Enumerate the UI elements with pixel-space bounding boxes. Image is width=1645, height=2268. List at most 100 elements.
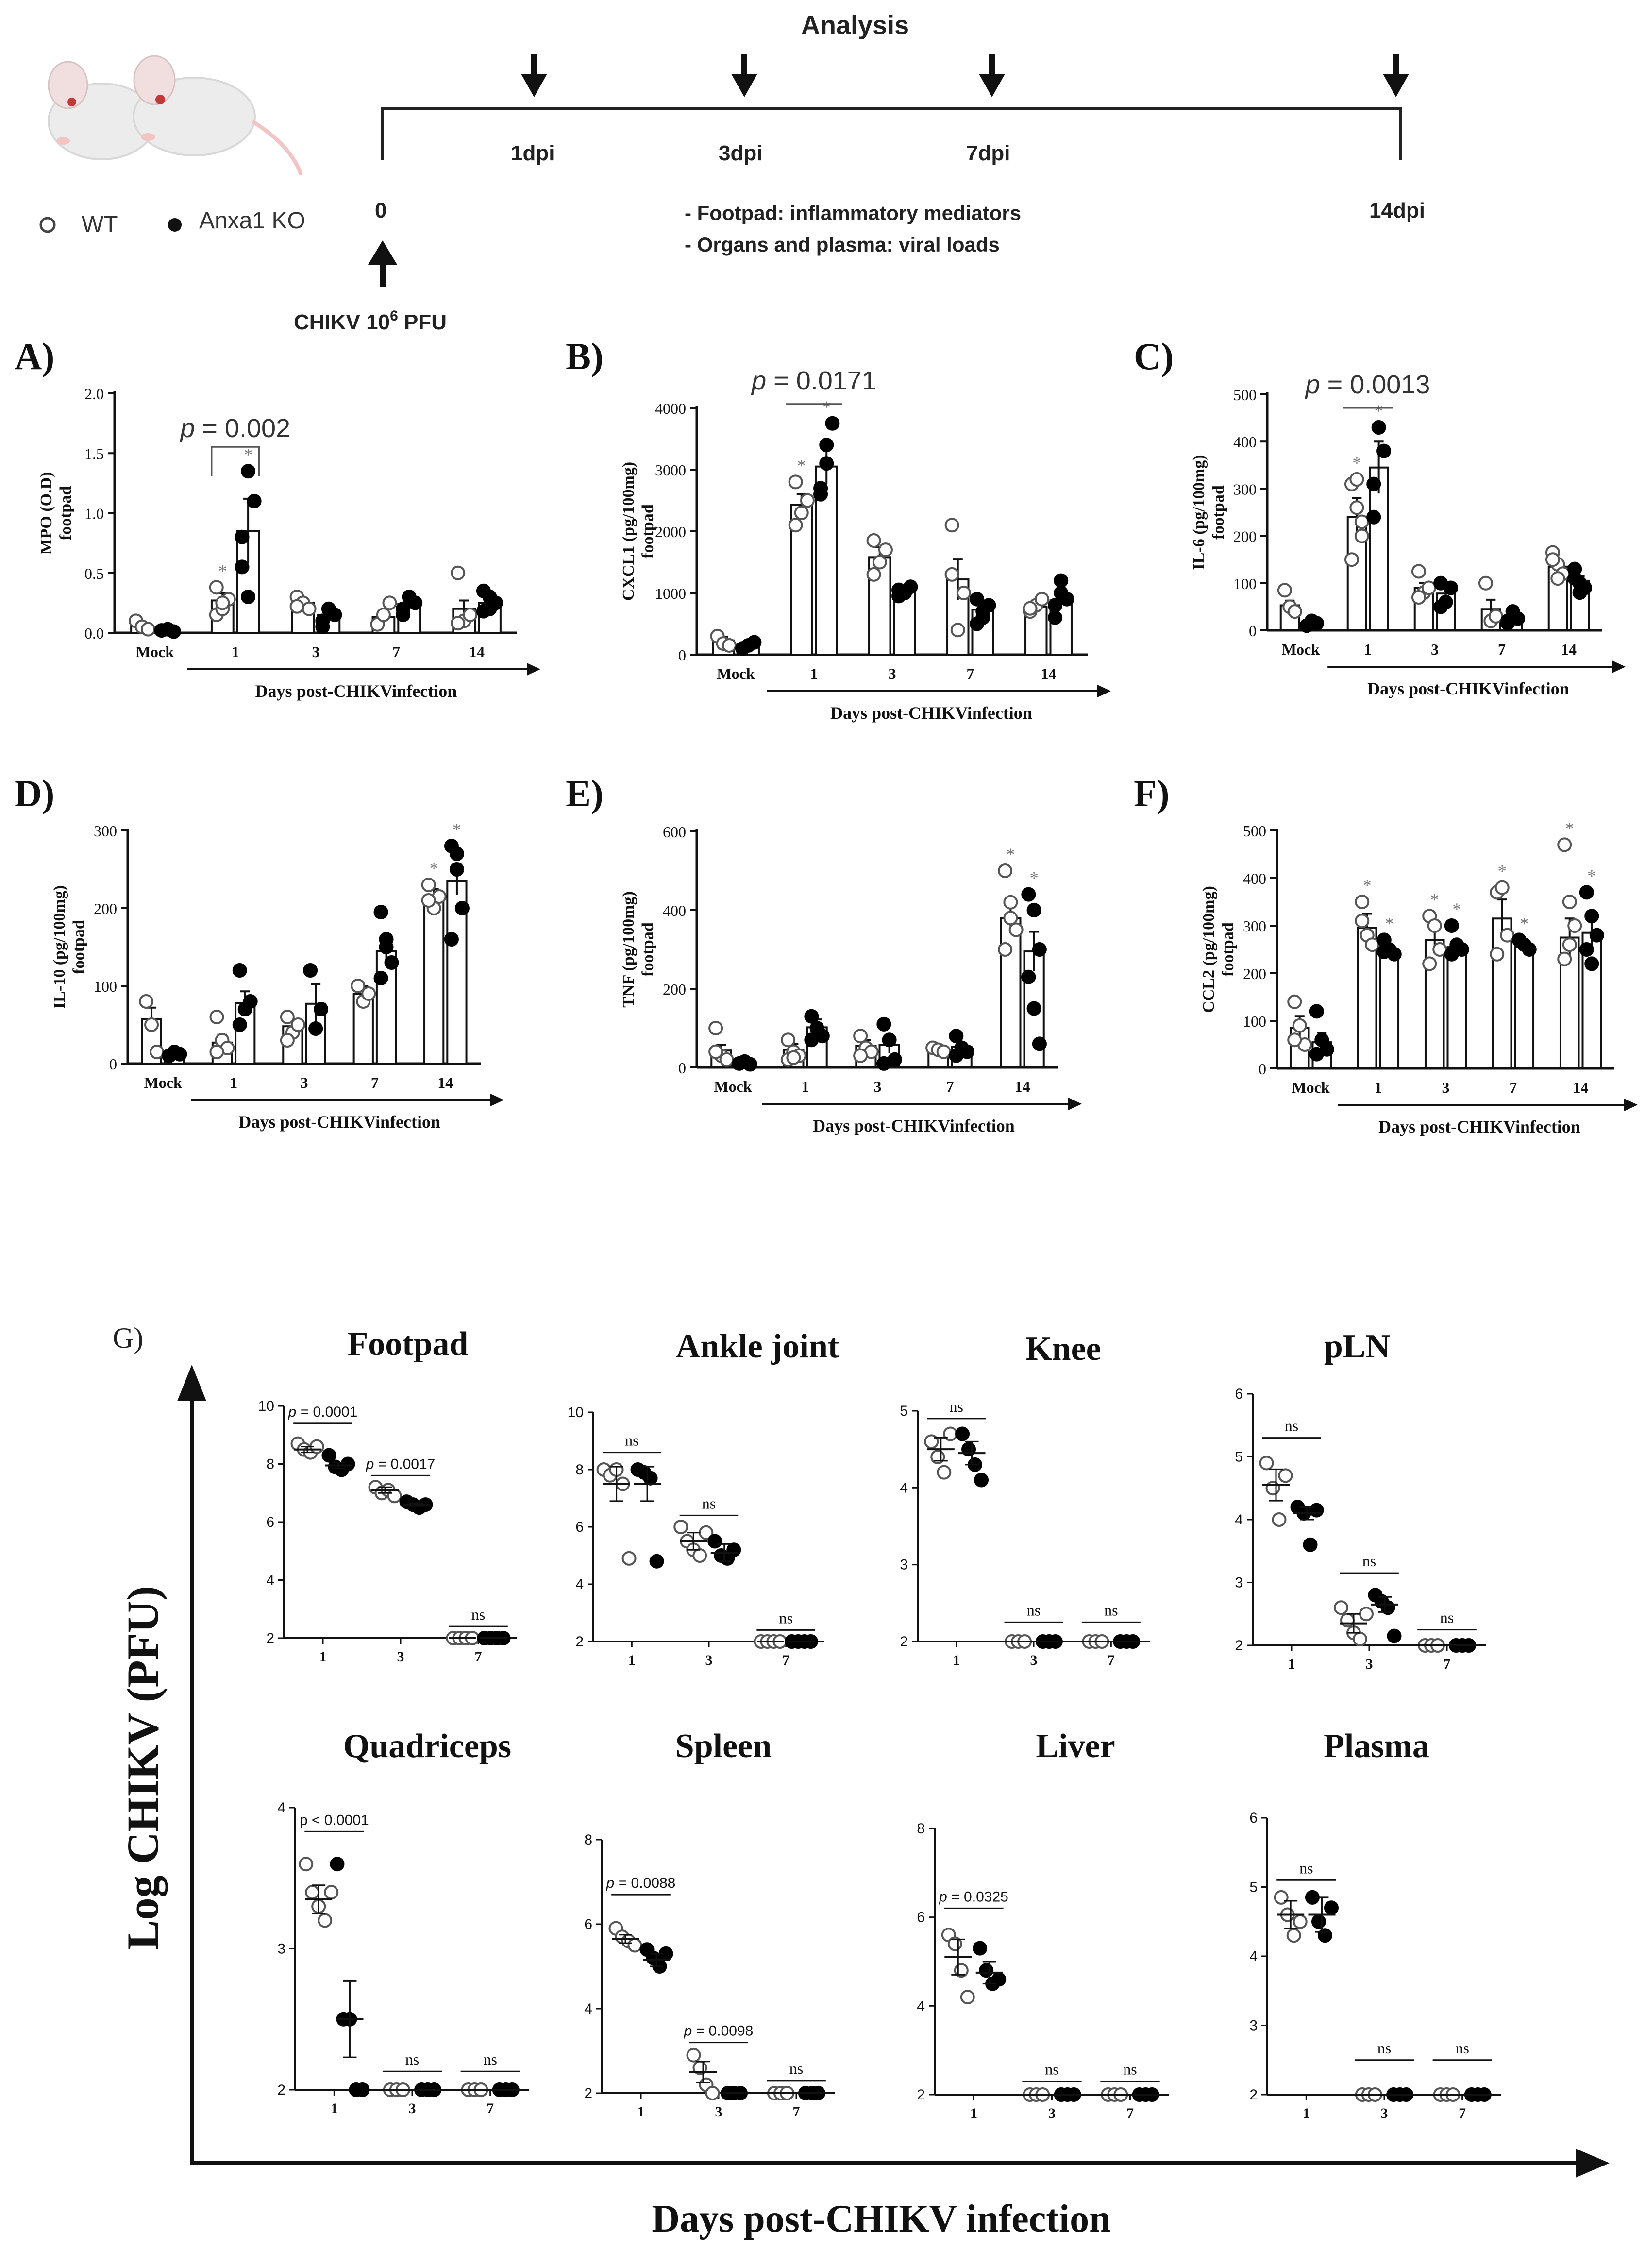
- y-tick-label: 2: [1249, 2087, 1258, 2103]
- point-ko: [1387, 1628, 1402, 1643]
- point-wt: [1550, 571, 1565, 586]
- point-wt: [786, 1050, 801, 1065]
- x-tick-label: 7: [1126, 2105, 1134, 2121]
- point-wt: [866, 567, 881, 582]
- x-tick-label: 3: [1366, 1656, 1373, 1672]
- y-tick-label: 10: [568, 1405, 584, 1421]
- point-wt: [853, 1048, 868, 1063]
- x-tick-label: Mock: [714, 1078, 752, 1095]
- viral-load-panels: G) Log CHIKV (PFU) Days post-CHIKV infec…: [113, 1322, 1610, 2240]
- bar-chart-d: D) 0 100 200 300 IL-10 (pg/100mg) footpad Mock 1…: [15, 772, 504, 1132]
- point-wt: [421, 893, 436, 908]
- point-wt: [1259, 1456, 1274, 1471]
- point-wt: [621, 1551, 637, 1566]
- x-tick-label: 1: [638, 2104, 645, 2120]
- point-ko: [476, 583, 491, 598]
- significance-label: ns: [1377, 2039, 1391, 2057]
- point-ko: [1500, 616, 1515, 631]
- point-wt: [215, 595, 230, 610]
- significance-label: ns: [1299, 1859, 1313, 1877]
- y-tick-label: 1.0: [84, 505, 104, 523]
- x-tick-label: 7: [371, 1074, 379, 1091]
- x-tick-label: Mock: [1282, 641, 1320, 658]
- scatter-chart-g7: Liver 2 4 6 8 1 3 7 p = 0.0325 ns ns: [917, 1727, 1169, 2121]
- point-ko: [482, 601, 497, 616]
- point-ko: [1584, 956, 1599, 971]
- scatter-chart-g2: Ankle joint 2 4 6 8 10 1 3 7 ns ns ns: [568, 1328, 839, 1668]
- y-tick-label: 2000: [655, 523, 686, 541]
- point-wt: [1422, 956, 1437, 971]
- y-tick-label: 6: [266, 1514, 274, 1530]
- point-wt: [1490, 947, 1505, 962]
- point-ko: [1584, 909, 1599, 924]
- point-wt: [1008, 922, 1024, 937]
- point-wt: [1349, 472, 1364, 487]
- significance-label: ns: [471, 1606, 485, 1623]
- y-tick-label: 5: [1249, 1879, 1258, 1896]
- point-ko: [449, 862, 464, 877]
- y-tick-label: 300: [1243, 917, 1266, 935]
- point-wt: [686, 2048, 701, 2063]
- point-ko: [876, 1056, 891, 1071]
- asterisk: *: [1452, 899, 1461, 919]
- point-ko: [241, 464, 256, 479]
- point-wt: [302, 601, 317, 616]
- y-tick-label: 100: [1243, 1013, 1266, 1030]
- y-axis-label: IL-10 (pg/100mg): [50, 885, 68, 1009]
- y-tick-label: 500: [1233, 386, 1257, 404]
- significance-label: ns: [625, 1432, 638, 1449]
- x-tick-label: 1: [1375, 1079, 1382, 1096]
- x-axis-title: Days post-CHIKVinfection: [255, 681, 457, 701]
- point-wt: [463, 608, 478, 623]
- point-wt: [853, 1029, 868, 1044]
- point-wt: [1421, 580, 1436, 595]
- y-tick-label: 400: [1233, 433, 1257, 451]
- y-tick-label: 200: [94, 900, 117, 917]
- point-wt: [351, 979, 366, 993]
- x-tick-label: 7: [782, 1652, 789, 1668]
- x-tick-label: 7: [967, 665, 974, 682]
- point-wt: [1023, 601, 1038, 616]
- point-ko: [1054, 573, 1069, 588]
- point-ko: [819, 438, 834, 453]
- significance-bracket: [211, 446, 260, 476]
- point-wt: [1287, 994, 1302, 1009]
- bar-chart-e: E) 0 200 400 600 TNF (pg/100mg) footpad Mock 1 3 7…: [566, 772, 1082, 1135]
- x-tick-label: 14: [437, 1074, 453, 1091]
- point-ko: [303, 963, 318, 978]
- asterisk: *: [453, 820, 461, 839]
- point-ko: [970, 592, 985, 607]
- significance-label: ns: [1440, 1609, 1454, 1626]
- mice-illustration: [48, 55, 303, 176]
- note-footpad: - Footpad: inflammatory mediators: [685, 202, 1021, 224]
- x-tick-label: 7: [1498, 641, 1506, 658]
- scatter-chart-g1: Footpad 2 4 6 8 10 1 3 7 p = 0.0001 p = 0.0017 ns: [258, 1325, 517, 1665]
- asterisk: *: [218, 561, 227, 580]
- point-wt: [1355, 895, 1370, 909]
- point-ko: [804, 1032, 819, 1048]
- significance-label: ns: [1123, 2061, 1137, 2078]
- point-ko: [235, 529, 250, 544]
- y-tick-label: 3000: [655, 461, 686, 479]
- point-wt: [451, 565, 466, 580]
- x-arrowhead: [1097, 685, 1111, 697]
- asterisk: *: [822, 397, 831, 417]
- point-wt: [1344, 552, 1359, 567]
- y-tick-label: 4: [900, 1480, 908, 1496]
- point-wt: [1292, 1914, 1308, 1929]
- point-wt: [1567, 918, 1582, 933]
- chart-title: Ankle joint: [676, 1328, 839, 1365]
- x-tick-label: 3: [1381, 2105, 1388, 2121]
- significance-label: ns: [1285, 1417, 1298, 1435]
- point-wt: [1557, 951, 1572, 966]
- x-axis-title: Days post-CHIKVinfection: [830, 703, 1032, 723]
- point-ko: [247, 493, 262, 508]
- point-wt: [1545, 552, 1560, 567]
- point-wt: [1354, 528, 1369, 543]
- y-tick-label: 0: [1259, 1060, 1266, 1078]
- y-tick-label: 300: [94, 822, 117, 840]
- infection-label: CHIKV 106 PFU: [294, 308, 447, 334]
- y-tick-label: 500: [1243, 822, 1266, 840]
- x-tick-label: 1: [628, 1652, 636, 1668]
